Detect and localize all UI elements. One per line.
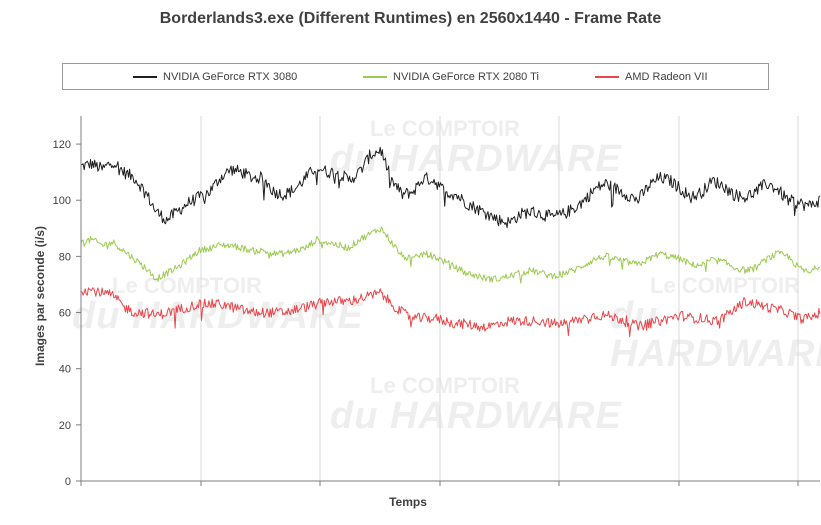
- legend-label: NVIDIA GeForce RTX 2080 Ti: [393, 71, 539, 83]
- legend-swatch: [595, 76, 619, 78]
- y-axis-label: Images par seconde (i/s): [33, 225, 47, 367]
- y-tick-label: 0: [65, 476, 71, 488]
- y-tick-label: 100: [53, 195, 71, 207]
- legend-item-radeon7: AMD Radeon VII: [595, 71, 708, 83]
- series-line: [80, 287, 821, 338]
- chart-title: Borderlands3.exe (Different Runtimes) en…: [159, 10, 662, 27]
- legend-item-rtx3080: NVIDIA GeForce RTX 3080: [133, 71, 297, 83]
- y-tick-label: 80: [59, 251, 71, 263]
- x-axis-label: Temps: [389, 495, 427, 509]
- legend-swatch: [363, 76, 387, 78]
- legend: NVIDIA GeForce RTX 3080 NVIDIA GeForce R…: [62, 63, 769, 90]
- y-tick-label: 40: [59, 364, 71, 376]
- series-line: [81, 146, 821, 229]
- legend-label: AMD Radeon VII: [625, 71, 708, 83]
- y-tick-label: 120: [53, 139, 71, 151]
- legend-swatch: [133, 76, 157, 78]
- legend-item-rtx2080ti: NVIDIA GeForce RTX 2080 Ti: [363, 71, 539, 83]
- series-line: [80, 226, 821, 284]
- y-tick-label: 20: [59, 420, 71, 432]
- legend-label: NVIDIA GeForce RTX 3080: [163, 71, 298, 83]
- y-tick-label: 60: [59, 308, 71, 320]
